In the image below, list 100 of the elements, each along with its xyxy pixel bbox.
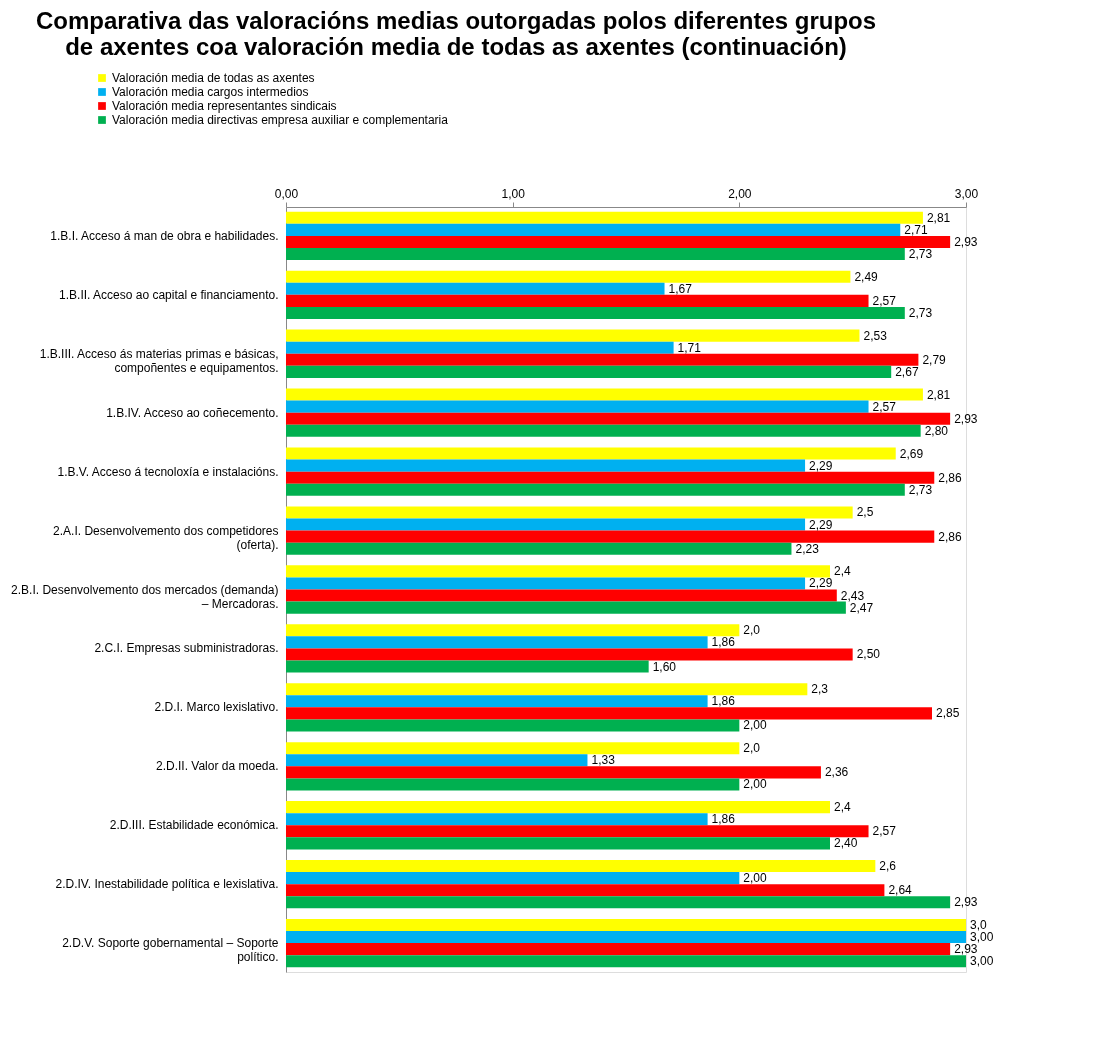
data-label: 1,71 [677,340,702,355]
data-label: 2,73 [908,247,933,261]
bar [286,754,588,767]
bar [286,294,869,307]
data-label: 2,57 [872,399,897,414]
data-label: 2,73 [908,305,933,320]
bar [286,683,808,696]
data-label: 2,00 [743,871,768,886]
data-label: 2,0 [743,623,761,638]
bar [286,872,740,885]
data-label: 2,4 [834,564,852,579]
y-tick-label: 2.D.III. Estabilidade económica. [109,818,279,833]
data-label: 2,71 [904,222,928,237]
bar [286,400,869,413]
bar [286,518,806,531]
bar [286,719,740,732]
data-label: 2,0 [743,741,761,756]
bar [286,483,905,496]
data-label: 2,43 [840,588,865,603]
bar [286,329,860,342]
bar [286,211,923,224]
bar [286,542,792,555]
data-label: 2,81 [926,210,951,225]
data-label: 1,33 [591,753,616,768]
data-label: 2,5 [856,505,874,520]
bar [286,247,905,261]
bar [286,530,935,543]
x-tick-label: 2,00 [728,186,752,201]
data-label: 2,00 [743,777,768,792]
chart-title: Comparativa das valoracións medias outorgadas polos diferentes grupos de axentes coa valoración media de todas as axentes (continuación) [35,7,877,60]
data-label: 2,23 [795,541,820,556]
bar [286,565,830,578]
bar [286,896,951,909]
bar [286,506,853,519]
bar [286,695,708,708]
bar [286,577,806,590]
data-label: 2,67 [895,364,919,379]
data-label: 2,86 [938,529,962,544]
data-label: 2,4 [834,800,852,815]
bar [286,931,966,944]
y-tick-label: 2.D.I. Marco lexislativo. [154,700,279,715]
data-label: 2,80 [924,423,949,438]
data-label: 2,93 [954,411,978,426]
bar [286,624,740,637]
bar [286,601,846,614]
data-label: 2,40 [834,836,858,851]
legend-label: Valoración media cargos intermedios [112,85,309,99]
data-label: 2,29 [809,458,833,473]
data-label: 1,67 [668,281,693,296]
data-label: 2,85 [936,706,960,721]
bar [286,412,951,425]
data-label: 2,93 [954,234,978,249]
bar [286,918,966,932]
data-label: 2,81 [926,387,951,402]
y-tick-label: 1.B.V. Acceso á tecnoloxía e instalacións. [57,464,279,479]
bar [286,388,923,401]
bar [286,943,951,956]
data-label: 3,00 [970,930,994,945]
data-label: 2,57 [872,293,897,308]
legend-label: Valoración media de todas as axentes [112,71,315,85]
data-label: 1,86 [711,635,736,650]
bar [286,636,708,649]
bar [286,282,665,295]
bar [286,837,830,850]
data-label: 1,86 [711,812,736,827]
data-label: 2,36 [824,765,849,780]
bar [286,270,851,283]
y-tick-label: 2.D.II. Valor da moeda. [155,759,279,774]
bar [286,766,821,779]
data-label: 2,73 [908,482,933,497]
data-label: 2,93 [954,942,978,957]
bar [286,235,951,248]
data-label: 2,50 [856,647,881,662]
bar [286,306,905,319]
bar [286,825,869,838]
data-label: 2,00 [743,718,768,733]
y-tick-label: 2.C.I. Empresas subministradoras. [94,641,279,656]
bar [286,955,966,968]
data-label: 2,49 [854,269,879,284]
data-label: 2,29 [809,576,833,591]
bar [286,660,649,673]
bar [286,459,806,472]
bar [286,884,885,897]
legend-label: Valoración media directivas empresa auxiliar e complementaria [112,113,449,127]
bar [286,648,853,661]
bar [286,223,901,236]
data-label: 2,93 [954,895,978,910]
data-label: 2,69 [899,446,924,461]
x-tick-label: 0,00 [274,186,299,201]
bar [286,353,919,366]
bar [286,707,932,720]
data-label: 3,00 [970,954,994,969]
bar [286,447,896,460]
data-label: 3,0 [970,918,988,932]
data-label: 2,64 [888,883,913,898]
data-label: 1,60 [652,659,677,674]
data-label: 2,29 [809,517,833,532]
bar [286,801,830,814]
bar [286,589,837,602]
data-label: 2,6 [879,859,897,874]
